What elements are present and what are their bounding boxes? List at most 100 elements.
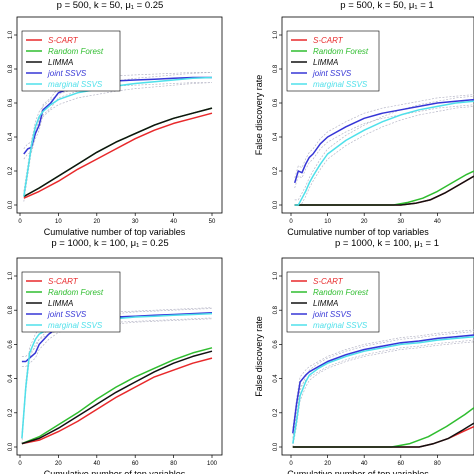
- plot-frame: [281, 257, 474, 456]
- series-line-joint-ssvs: [292, 334, 474, 434]
- x-tick-label: 20: [361, 219, 368, 225]
- series-band: [292, 331, 474, 439]
- legend-label: joint SSVS: [312, 310, 352, 319]
- series-line-random-forest: [292, 407, 474, 448]
- x-tick-label: 40: [434, 219, 441, 225]
- x-tick-label: 40: [361, 461, 368, 467]
- legend-label: marginal SSVS: [48, 80, 103, 89]
- y-tick-label: 0.4: [8, 132, 14, 141]
- y-tick-label: 0.6: [273, 340, 279, 349]
- legend-label: LIMMA: [313, 299, 338, 308]
- x-tick-label: 50: [209, 219, 216, 225]
- x-tick-label: 60: [132, 461, 139, 467]
- legend-label: LIMMA: [48, 299, 73, 308]
- y-tick-label: 0.8: [273, 305, 279, 314]
- series-band: [23, 72, 213, 192]
- series-line-s-cart: [23, 112, 213, 199]
- y-tick-label: 0.0: [8, 442, 14, 451]
- series-band: [21, 318, 213, 444]
- y-tick-label: 0.4: [8, 374, 14, 383]
- series-band: [294, 104, 474, 189]
- legend-label: joint SSVS: [47, 310, 87, 319]
- legend-label: marginal SSVS: [48, 321, 103, 330]
- legend-label: Random Forest: [313, 47, 369, 56]
- x-tick-label: 100: [207, 461, 218, 467]
- panel-title: p = 1000, k = 100, μ₁ = 1: [335, 238, 439, 249]
- plot-frame: [16, 257, 223, 456]
- x-tick-label: 60: [397, 461, 404, 467]
- x-tick-label: 10: [55, 219, 62, 225]
- y-tick-label: 0.2: [273, 166, 279, 175]
- panel-title: p = 1000, k = 100, μ₁ = 0.25: [51, 238, 168, 249]
- series-line-marginal-ssvs: [294, 100, 474, 206]
- series-band: [23, 82, 212, 160]
- legend-label: S-CART: [48, 36, 79, 45]
- x-tick-label: 0: [18, 461, 22, 467]
- panel-title: p = 500, k = 50, μ₁ = 0.25: [57, 0, 164, 11]
- y-tick-label: 0.0: [273, 200, 279, 209]
- plot-frame: [16, 16, 223, 214]
- series-line-limma: [21, 350, 213, 445]
- series-line-joint-ssvs: [293, 98, 474, 184]
- y-tick-label: 1.0: [273, 271, 279, 280]
- legend-label: LIMMA: [313, 58, 338, 67]
- x-tick-label: 20: [93, 219, 100, 225]
- y-tick-label: 1.0: [8, 271, 14, 280]
- x-axis-label: Cumulative number of top variables: [287, 227, 429, 237]
- panel-2: p = 500, k = 50, μ₁ = 1 0 10 20 30 40 0.0 0.2 0.…: [254, 0, 474, 237]
- series-line-marginal-ssvs: [23, 76, 213, 197]
- legend-label: marginal SSVS: [313, 321, 368, 330]
- x-axis-label: Cumulative number of top variables: [44, 469, 186, 474]
- x-tick-label: 0: [289, 461, 293, 467]
- series-line-marginal-ssvs: [292, 335, 474, 444]
- y-tick-label: 0.0: [273, 442, 279, 451]
- plot-frame: [281, 16, 474, 214]
- y-tick-label: 0.2: [8, 408, 14, 417]
- legend-label: joint SSVS: [47, 69, 87, 78]
- series-band: [292, 341, 474, 448]
- y-axis-label: False discovery rate: [254, 316, 264, 397]
- y-tick-label: 0.8: [8, 305, 14, 314]
- y-tick-label: 0.6: [8, 340, 14, 349]
- y-tick-label: 1.0: [273, 30, 279, 39]
- y-tick-label: 0.6: [273, 98, 279, 107]
- legend-label: Random Forest: [48, 47, 104, 56]
- x-tick-label: 80: [170, 461, 177, 467]
- x-tick-label: 30: [397, 219, 404, 225]
- x-tick-label: 40: [93, 461, 100, 467]
- x-tick-label: 0: [18, 219, 22, 225]
- x-tick-label: 40: [170, 219, 177, 225]
- y-tick-label: 0.2: [273, 408, 279, 417]
- x-tick-label: 20: [55, 461, 62, 467]
- panel-title: p = 500, k = 50, μ₁ = 1: [340, 0, 433, 11]
- legend-box: [286, 271, 380, 333]
- legend-box: [21, 30, 121, 92]
- legend-box: [21, 271, 121, 333]
- series-band: [294, 95, 474, 201]
- x-tick-label: 30: [132, 219, 139, 225]
- series-line-limma: [292, 422, 474, 448]
- series-line-limma: [23, 107, 213, 198]
- panel-4: p = 1000, k = 100, μ₁ = 1 0 20 40 60 80 0.0 0.2…: [254, 238, 474, 474]
- y-tick-label: 0.6: [8, 98, 14, 107]
- y-tick-label: 0.0: [8, 200, 14, 209]
- y-tick-label: 0.4: [273, 132, 279, 141]
- y-tick-label: 0.8: [8, 64, 14, 73]
- series-line-s-cart: [292, 425, 474, 448]
- series-band: [292, 339, 474, 439]
- x-tick-label: 20: [324, 461, 331, 467]
- legend-label: S-CART: [313, 36, 344, 45]
- x-axis-label: Cumulative number of top variables: [287, 469, 429, 474]
- legend-box: [286, 30, 380, 92]
- legend-label: Random Forest: [48, 288, 104, 297]
- legend-label: marginal SSVS: [313, 80, 368, 89]
- legend-label: S-CART: [48, 277, 79, 286]
- y-tick-label: 0.2: [8, 166, 14, 175]
- y-tick-label: 0.8: [273, 64, 279, 73]
- legend-label: joint SSVS: [312, 69, 352, 78]
- panel-3: p = 1000, k = 100, μ₁ = 0.25 0 20 40 60 80 100…: [8, 238, 223, 474]
- series-line-random-forest: [21, 347, 213, 445]
- series-line-s-cart: [21, 357, 213, 445]
- series-line-s-cart: [294, 175, 474, 206]
